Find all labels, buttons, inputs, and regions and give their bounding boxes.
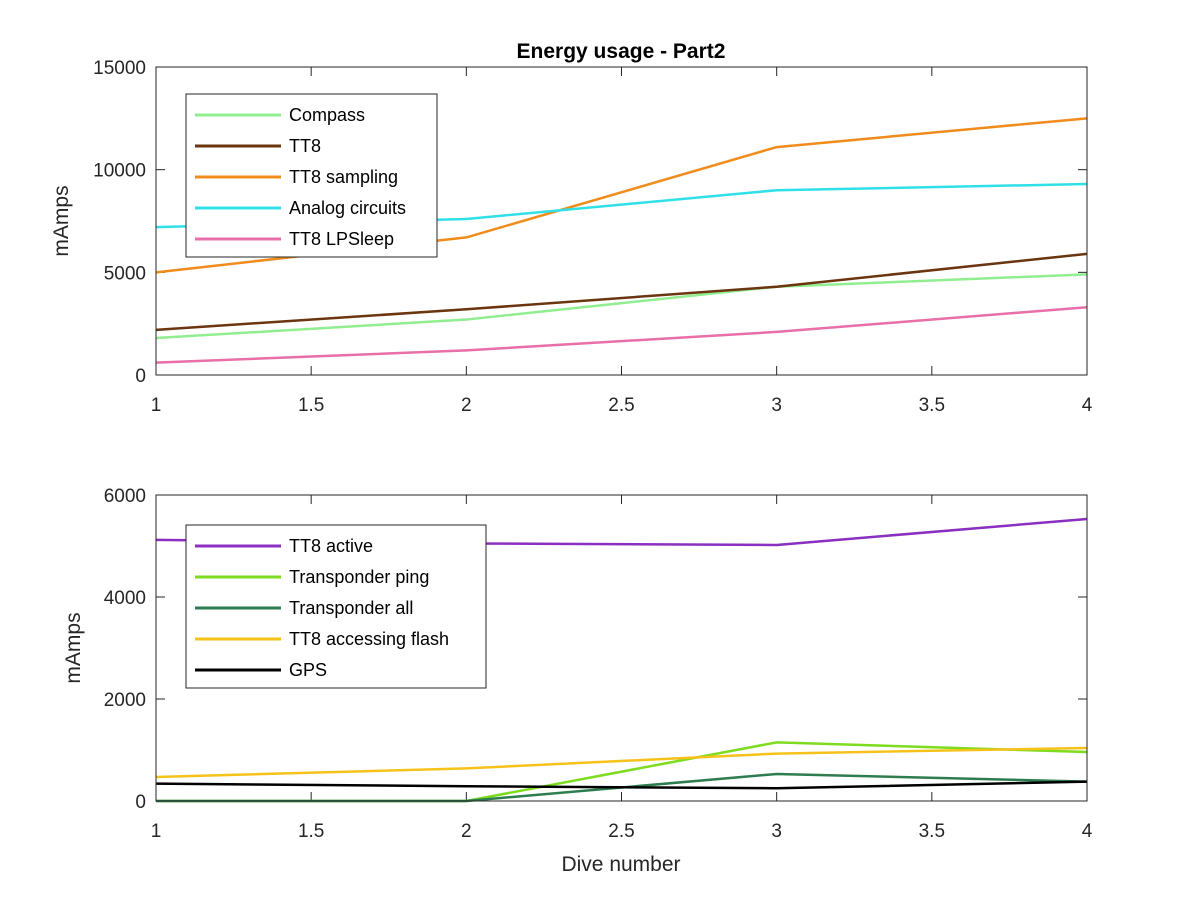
legend-label: Transponder all: [289, 598, 413, 618]
x-tick-label: 4: [1082, 395, 1093, 416]
y-axis-label: mAmps: [62, 612, 85, 683]
legend-label: TT8 sampling: [289, 167, 398, 187]
chart-top: Energy usage - Part2 mAmps 1 1.5 2 2.5 3 3.5 4…: [50, 40, 1093, 416]
x-tick-label: 3: [771, 395, 782, 416]
series-line-tt8-lpsleep: [155, 305, 1088, 364]
series-line-compass: [155, 273, 1088, 340]
x-tick-label: 3: [771, 821, 782, 842]
legend-label: GPS: [289, 660, 327, 680]
legend-label: Compass: [289, 105, 365, 125]
legend-label: Transponder ping: [289, 567, 429, 587]
legend-label: TT8 accessing flash: [289, 629, 449, 649]
legend-label: TT8 LPSleep: [289, 229, 394, 249]
x-tick-label: 2.5: [608, 395, 634, 416]
y-tick-label: 10000: [93, 161, 146, 182]
series-line-tt8: [155, 252, 1088, 332]
x-tick-label: 3.5: [919, 821, 945, 842]
x-tick-label: 2.5: [608, 821, 634, 842]
legend: TT8 active Transponder ping Transponder al…: [185, 524, 487, 689]
x-tick-label: 1.5: [298, 395, 324, 416]
chart-title: Energy usage - Part2: [517, 40, 726, 63]
series-line-tt8-accessing-flash: [155, 746, 1088, 779]
chart-bottom: Dive number mAmps 1 1.5 2 2.5 3 3.5 4 0 2000 4000…: [62, 486, 1093, 876]
y-tick-label: 4000: [104, 588, 146, 609]
y-tick-label: 0: [135, 366, 146, 387]
x-tick-label: 2: [461, 395, 472, 416]
x-tick-label: 3.5: [919, 395, 945, 416]
y-tick-label: 6000: [104, 486, 146, 507]
axes-box: [155, 66, 1088, 376]
series-line-gps: [155, 780, 1088, 790]
y-tick-label: 0: [135, 792, 146, 813]
axes-box: [155, 494, 1088, 802]
y-axis-label: mAmps: [50, 185, 73, 256]
legend-label: TT8 active: [289, 536, 373, 556]
x-tick-label: 4: [1082, 821, 1093, 842]
y-tick-label: 5000: [104, 263, 146, 284]
y-tick-label: 2000: [104, 690, 146, 711]
x-axis-label: Dive number: [561, 853, 680, 876]
x-tick-label: 1.5: [298, 821, 324, 842]
legend-label: Analog circuits: [289, 198, 406, 218]
x-tick-label: 1: [151, 821, 162, 842]
tick-group: 1 1.5 2 2.5 3 3.5 4 0 2000 4000 6000: [104, 486, 1093, 842]
y-tick-label: 15000: [93, 58, 146, 79]
x-tick-label: 1: [151, 395, 162, 416]
legend-label: TT8: [289, 136, 321, 156]
legend: Compass TT8 TT8 sampling Analog circuits TT8…: [185, 93, 438, 258]
x-tick-label: 2: [461, 821, 472, 842]
